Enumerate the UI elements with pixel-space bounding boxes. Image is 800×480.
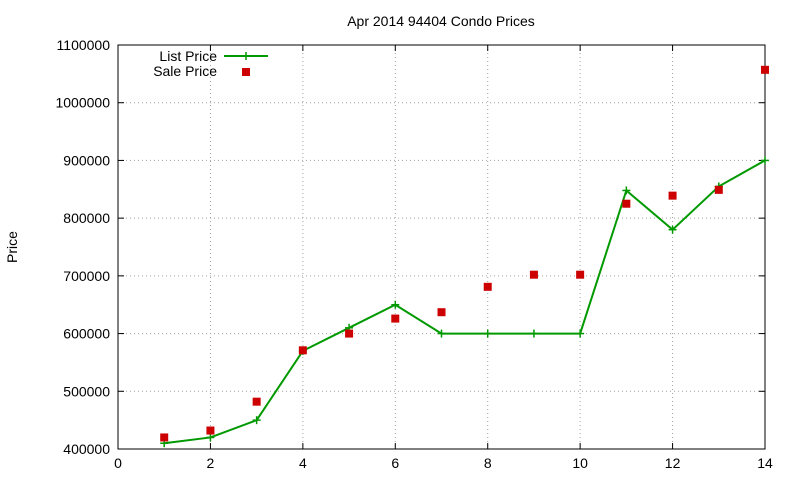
- y-tick-label: 500000: [63, 383, 110, 399]
- sale-price-point: [437, 308, 446, 317]
- y-tick-label: 1000000: [55, 95, 110, 111]
- list-price-point: [576, 329, 585, 338]
- x-tick-label: 10: [572, 455, 588, 471]
- y-axis-label: Price: [4, 231, 20, 263]
- sale-price-point: [714, 185, 723, 194]
- legend: List Price Sale Price: [153, 48, 268, 79]
- list-price-point: [391, 300, 400, 309]
- x-tick-label: 12: [665, 455, 681, 471]
- y-tick-label: 1100000: [57, 37, 111, 53]
- series: [160, 65, 769, 448]
- list-price-point: [761, 156, 769, 165]
- x-tick-label: 8: [484, 455, 492, 471]
- legend-label-list-price: List Price: [159, 48, 217, 64]
- y-tick-label: 800000: [63, 210, 110, 226]
- x-tick-label: 2: [207, 455, 215, 471]
- x-tick-label: 14: [757, 455, 773, 471]
- sale-price-point: [206, 426, 215, 435]
- sale-price-point: [345, 329, 354, 338]
- sale-price-point: [529, 270, 538, 279]
- sale-price-point: [391, 314, 400, 323]
- sale-price-point: [622, 199, 631, 208]
- y-tick-label: 400000: [63, 441, 110, 457]
- chart-title: Apr 2014 94404 Condo Prices: [347, 13, 535, 29]
- sale-price-point: [298, 346, 307, 355]
- sale-price-point: [576, 270, 585, 279]
- y-tick-label: 700000: [63, 268, 110, 284]
- x-tick-label: 0: [114, 455, 122, 471]
- list-price-point: [622, 186, 631, 195]
- y-tick-label: 600000: [63, 326, 110, 342]
- list-price-point: [206, 433, 215, 442]
- x-tick-label: 6: [391, 455, 399, 471]
- list-price-point: [668, 225, 677, 234]
- sale-price-point: [252, 397, 261, 406]
- list-price-line: [164, 159, 766, 445]
- x-tick-label: 4: [299, 455, 307, 471]
- sale-price-point: [483, 282, 492, 291]
- legend-label-sale-price: Sale Price: [153, 63, 217, 79]
- list-price-point: [437, 329, 446, 338]
- grid: [118, 45, 765, 449]
- plot-frame: [117, 44, 766, 450]
- sale-price-point: [668, 191, 677, 200]
- list-price-point: [252, 416, 261, 425]
- axis-ticks: 0 2 4 6 8 10 12 14 400000 500000 600000 700000 80000…: [55, 37, 773, 471]
- list-price-point: [483, 329, 492, 338]
- sale-price-point: [761, 65, 769, 74]
- sale-price-point: [160, 433, 169, 442]
- legend-sample-sale-price: [242, 68, 250, 76]
- y-tick-label: 900000: [63, 152, 110, 168]
- list-price-point: [529, 329, 538, 338]
